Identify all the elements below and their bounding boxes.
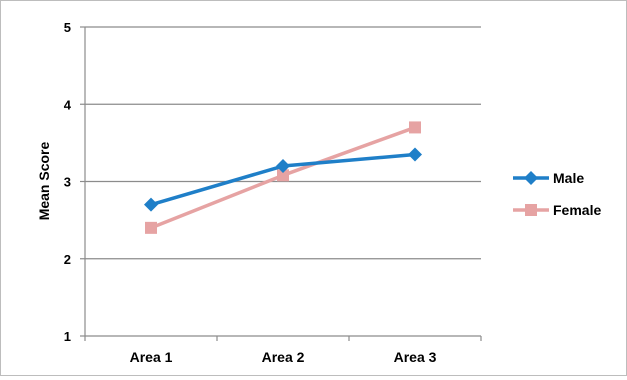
- data-point-female: [277, 169, 289, 182]
- y-tick-label: 5: [64, 20, 71, 35]
- series-female: [145, 121, 421, 234]
- y-tick-labels: 1 2 3 4 5: [64, 20, 72, 344]
- axes: [80, 26, 482, 341]
- x-tick-label: Area 1: [130, 349, 173, 365]
- legend-item-female: Female: [513, 202, 601, 218]
- data-point-female: [409, 121, 421, 134]
- x-tick-label: Area 3: [394, 349, 437, 365]
- data-point-male: [144, 197, 158, 212]
- y-tick-label: 1: [64, 329, 71, 344]
- y-tick-label: 4: [64, 97, 72, 112]
- data-point-female: [145, 221, 157, 234]
- y-tick-label: 3: [64, 175, 71, 190]
- y-axis-label: Mean Score: [36, 141, 52, 220]
- series-male: [144, 147, 422, 212]
- gridlines: [85, 26, 481, 260]
- y-tick-label: 2: [64, 252, 71, 267]
- data-point-male: [408, 147, 422, 162]
- legend-marker-male: [524, 171, 538, 185]
- legend-item-male: Male: [513, 170, 584, 186]
- legend-label-male: Male: [553, 170, 584, 186]
- x-tick-labels: Area 1 Area 2 Area 3: [130, 349, 437, 365]
- x-tick-label: Area 2: [262, 349, 305, 365]
- legend-marker-female: [525, 204, 537, 216]
- series: [144, 121, 422, 234]
- legend-label-female: Female: [553, 202, 601, 218]
- legend: Male Female: [513, 170, 601, 218]
- data-point-male: [276, 159, 290, 174]
